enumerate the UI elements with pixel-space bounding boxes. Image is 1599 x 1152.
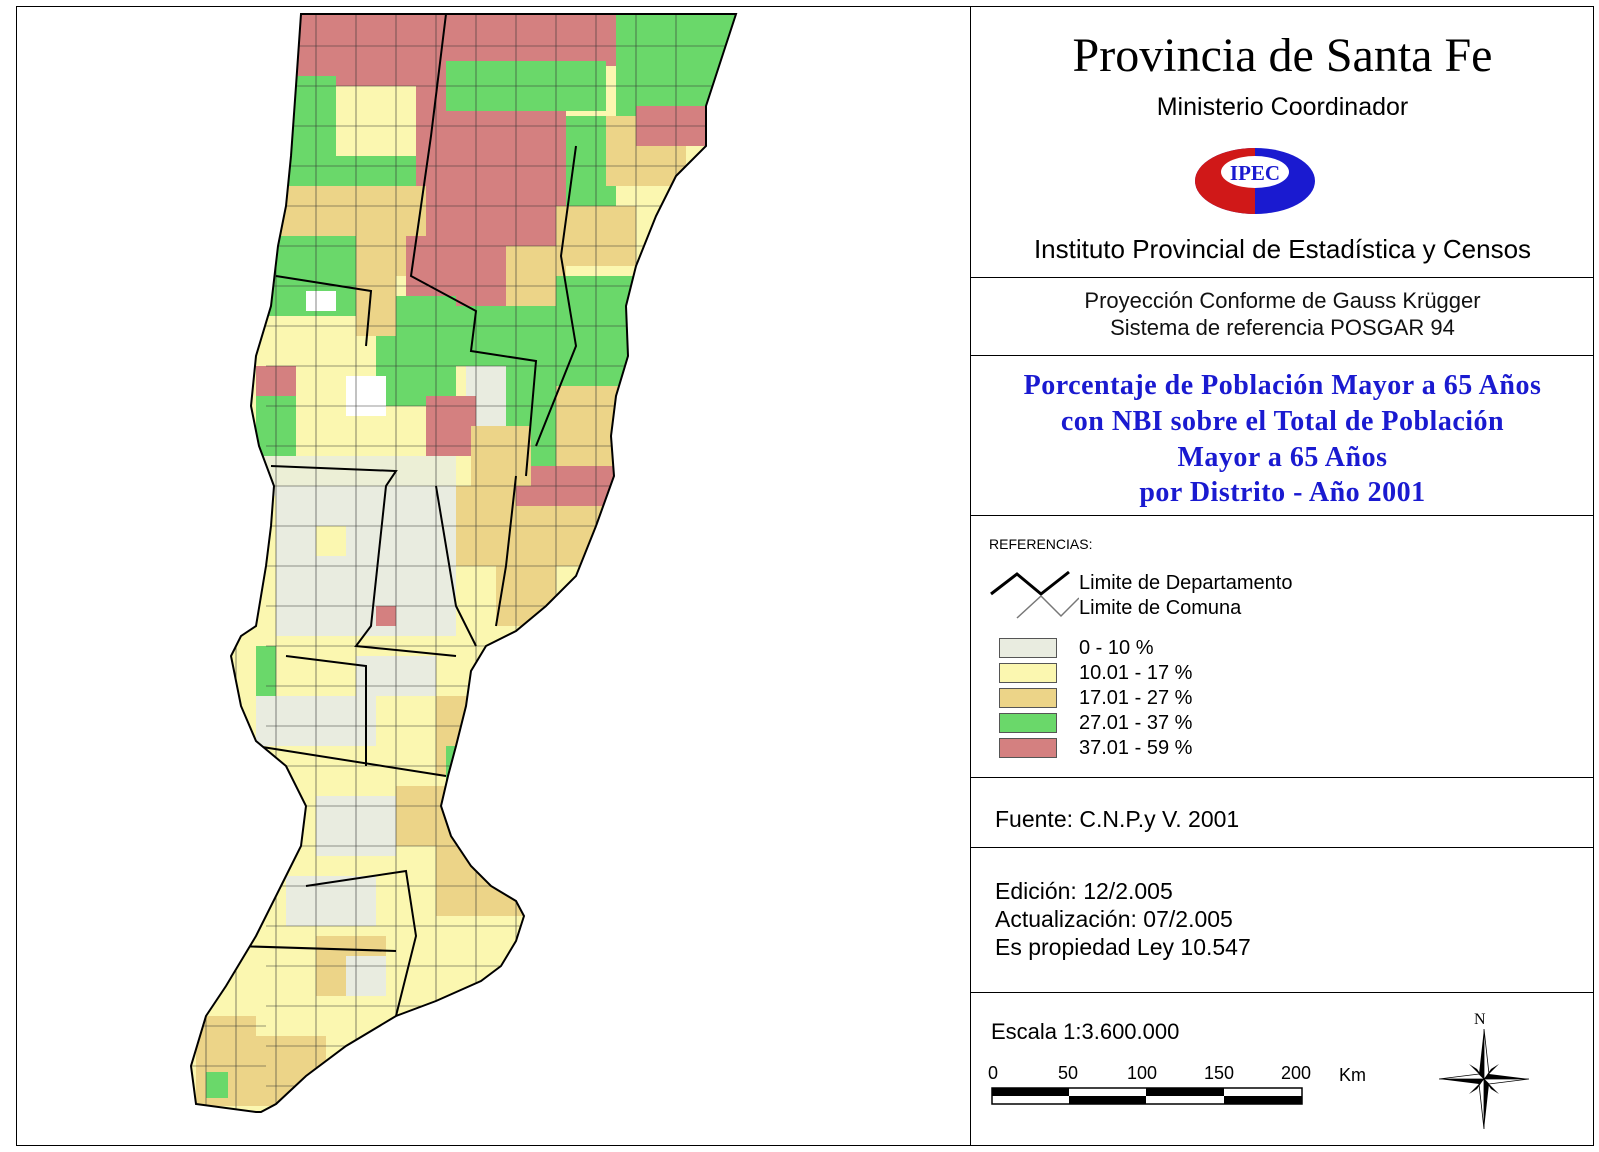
header-section: Provincia de Santa Fe Ministerio Coordin… [971,6,1594,278]
map-area [16,6,970,1146]
legend-label-0: 0 - 10 % [1079,637,1154,659]
legend-swatch-0 [999,638,1057,658]
source-text: Fuente: C.N.P.y V. 2001 [995,806,1240,832]
map-title-line3: Mayor a 65 Años [1177,442,1388,473]
map-title-section: Porcentaje de Población Mayor a 65 Años … [971,356,1594,516]
department-line-icon [990,570,1070,596]
property-law: Es propiedad Ley 10.547 [995,934,1251,960]
scale-bar [991,1087,1303,1105]
scale-unit: Km [1339,1065,1366,1085]
ipec-logo: IPEC [1195,148,1315,214]
legend-comuna-limit: Limite de Comuna [1079,597,1242,619]
legend-swatch-4 [999,738,1057,758]
map-title-line1: Porcentaje de Población Mayor a 65 Años [1023,370,1542,401]
scale-tick-200: 200 [1281,1063,1312,1083]
map-title-line4: por Distrito - Año 2001 [1139,477,1426,508]
districts [191,14,736,1112]
instituto-label: Instituto Provincial de Estadística y Ce… [1033,234,1532,264]
legend-label-4: 37.01 - 59 % [1079,737,1193,759]
scale-tick-50: 50 [1058,1063,1079,1083]
north-label: N [1474,1011,1486,1028]
boundary-legend-icons [990,570,1079,619]
comuna-line-icon [1016,594,1079,619]
projection-line2: Sistema de referencia POSGAR 94 [1110,315,1455,340]
scale-tick-100: 100 [1127,1063,1158,1083]
legend-label-1: 10.01 - 17 % [1079,662,1193,684]
scale-section: Escala 1:3.600.000 0 50 100 150 200 Km N [971,993,1594,1143]
source-section: Fuente: C.N.P.y V. 2001 [971,778,1594,848]
compass-rose-icon [1439,1029,1529,1129]
page-title: Provincia de Santa Fe [1072,29,1493,82]
info-panel: Provincia de Santa Fe Ministerio Coordin… [970,6,1594,1146]
projection-section: Proyección Conforme de Gauss Krügger Sis… [971,278,1594,356]
map-title-line2: con NBI sobre el Total de Población [1060,406,1505,437]
department-boundaries [235,14,578,1017]
edition-date: Edición: 12/2.005 [995,878,1173,904]
province-map [190,13,737,1113]
legend-label-2: 17.01 - 27 % [1079,687,1193,709]
legend-heading: REFERENCIAS: [989,536,1093,552]
legend-section: REFERENCIAS: Limite de Departamento Limi… [971,516,1594,778]
scale-tick-150: 150 [1204,1063,1235,1083]
logo-text: IPEC [1230,161,1280,185]
scale-text: Escala 1:3.600.000 [991,1019,1180,1044]
edition-section: Edición: 12/2.005 Actualización: 07/2.00… [971,848,1594,993]
legend-swatch-1 [999,663,1057,683]
ministerio-label: Ministerio Coordinador [1156,93,1409,121]
legend-swatch-3 [999,713,1057,733]
scale-tick-0: 0 [988,1063,999,1083]
legend-swatch-2 [999,688,1057,708]
update-date: Actualización: 07/2.005 [995,906,1233,932]
map-frame [16,6,1594,1146]
legend-dept-limit: Limite de Departamento [1079,572,1293,594]
legend-label-3: 27.01 - 37 % [1079,712,1193,734]
projection-line1: Proyección Conforme de Gauss Krügger [1084,288,1481,313]
